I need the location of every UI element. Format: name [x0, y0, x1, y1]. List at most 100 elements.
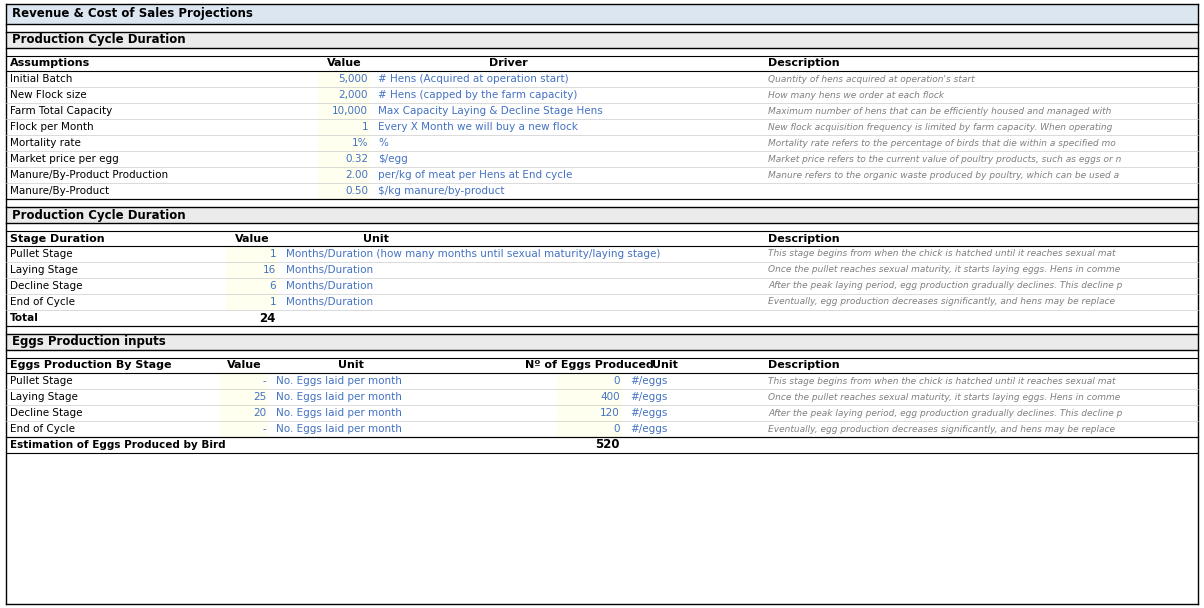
Text: Value: Value [235, 233, 270, 243]
Bar [220, 389, 268, 405]
Text: No. Eggs laid per month: No. Eggs laid per month [276, 376, 402, 386]
Text: Eventually, egg production decreases significantly, and hens may be replace: Eventually, egg production decreases sig… [768, 424, 1115, 434]
Text: Eggs Production By Stage: Eggs Production By Stage [10, 361, 171, 370]
Text: Eggs Production inputs: Eggs Production inputs [12, 336, 166, 348]
Bar [318, 151, 370, 167]
Text: No. Eggs laid per month: No. Eggs laid per month [276, 392, 402, 402]
Text: After the peak laying period, egg production gradually declines. This decline p: After the peak laying period, egg produc… [768, 409, 1122, 418]
Text: #/eggs: #/eggs [630, 376, 667, 386]
Text: 20: 20 [253, 408, 266, 418]
Text: Laying Stage: Laying Stage [10, 392, 78, 402]
Text: Eventually, egg production decreases significantly, and hens may be replace: Eventually, egg production decreases sig… [768, 297, 1115, 306]
Text: Once the pullet reaches sexual maturity, it starts laying eggs. Hens in comme: Once the pullet reaches sexual maturity,… [768, 393, 1120, 401]
Text: 1%: 1% [352, 138, 368, 148]
Text: Months/Duration: Months/Duration [287, 281, 373, 291]
Text: Stage Duration: Stage Duration [10, 233, 105, 243]
Bar [318, 87, 370, 103]
Bar [226, 262, 278, 278]
Text: Months/Duration (how many months until sexual maturity/laying stage): Months/Duration (how many months until s… [287, 249, 660, 259]
Text: 25: 25 [253, 392, 266, 402]
Text: 2.00: 2.00 [346, 170, 368, 180]
Text: -: - [262, 424, 266, 434]
Text: Maximum number of hens that can be efficiently housed and managed with: Maximum number of hens that can be effic… [768, 106, 1111, 116]
Text: This stage begins from when the chick is hatched until it reaches sexual mat: This stage begins from when the chick is… [768, 249, 1115, 258]
Text: 1: 1 [270, 249, 276, 259]
Text: Quantity of hens acquired at operation's start: Quantity of hens acquired at operation's… [768, 75, 974, 83]
Text: 2,000: 2,000 [338, 90, 368, 100]
Text: Decline Stage: Decline Stage [10, 281, 83, 291]
Bar [318, 119, 370, 135]
Text: 1: 1 [270, 297, 276, 307]
Text: # Hens (capped by the farm capacity): # Hens (capped by the farm capacity) [378, 90, 578, 100]
Text: 400: 400 [601, 392, 620, 402]
Text: Mortality rate refers to the percentage of birds that die within a specified mo: Mortality rate refers to the percentage … [768, 139, 1116, 148]
Bar [226, 246, 278, 262]
Text: No. Eggs laid per month: No. Eggs laid per month [276, 408, 402, 418]
Text: Farm Total Capacity: Farm Total Capacity [10, 106, 112, 116]
Text: Description: Description [768, 361, 839, 370]
Bar [318, 103, 370, 119]
Bar [220, 405, 268, 421]
Text: Months/Duration: Months/Duration [287, 265, 373, 275]
Text: Months/Duration: Months/Duration [287, 297, 373, 307]
Text: # Hens (Acquired at operation start): # Hens (Acquired at operation start) [378, 74, 568, 84]
Text: Nº of Eggs Produced: Nº of Eggs Produced [525, 361, 654, 370]
Text: 5,000: 5,000 [338, 74, 368, 84]
Text: Unit: Unit [338, 361, 364, 370]
Text: #/eggs: #/eggs [630, 408, 667, 418]
Text: #/eggs: #/eggs [630, 424, 667, 434]
Text: 0.32: 0.32 [344, 154, 368, 164]
Text: per/kg of meat per Hens at End cycle: per/kg of meat per Hens at End cycle [378, 170, 572, 180]
Text: After the peak laying period, egg production gradually declines. This decline p: After the peak laying period, egg produc… [768, 282, 1122, 291]
Bar [557, 421, 622, 437]
Text: 24: 24 [260, 311, 276, 325]
Text: 520: 520 [596, 438, 620, 452]
Text: Driver: Driver [489, 58, 527, 69]
Text: Pullet Stage: Pullet Stage [10, 376, 72, 386]
Bar [318, 135, 370, 151]
Text: Decline Stage: Decline Stage [10, 408, 83, 418]
Text: New Flock size: New Flock size [10, 90, 87, 100]
Text: Value: Value [226, 361, 261, 370]
Text: -: - [262, 376, 266, 386]
Text: This stage begins from when the chick is hatched until it reaches sexual mat: This stage begins from when the chick is… [768, 376, 1115, 385]
Text: Description: Description [768, 233, 839, 243]
Text: Every X Month we will buy a new flock: Every X Month we will buy a new flock [378, 122, 578, 132]
Text: 0: 0 [614, 376, 620, 386]
Text: Manure/By-Product: Manure/By-Product [10, 186, 110, 196]
Text: End of Cycle: End of Cycle [10, 424, 75, 434]
Text: 10,000: 10,000 [332, 106, 368, 116]
Text: 1: 1 [361, 122, 368, 132]
Bar [557, 405, 622, 421]
Text: 16: 16 [262, 265, 276, 275]
Text: Pullet Stage: Pullet Stage [10, 249, 72, 259]
Text: Laying Stage: Laying Stage [10, 265, 78, 275]
Bar [557, 373, 622, 389]
Text: Market price per egg: Market price per egg [10, 154, 119, 164]
Text: Description: Description [768, 58, 839, 69]
Text: New flock acquisition frequency is limited by farm capacity. When operating: New flock acquisition frequency is limit… [768, 122, 1112, 131]
Text: 0: 0 [614, 424, 620, 434]
Text: Estimation of Eggs Produced by Bird: Estimation of Eggs Produced by Bird [10, 440, 225, 450]
Text: Production Cycle Duration: Production Cycle Duration [12, 209, 185, 221]
Text: No. Eggs laid per month: No. Eggs laid per month [276, 424, 402, 434]
Bar [6, 32, 1198, 48]
Text: How many hens we order at each flock: How many hens we order at each flock [768, 91, 944, 100]
Text: Max Capacity Laying & Decline Stage Hens: Max Capacity Laying & Decline Stage Hens [378, 106, 603, 116]
Text: Assumptions: Assumptions [10, 58, 90, 69]
Text: $/kg manure/by-product: $/kg manure/by-product [378, 186, 504, 196]
Bar [220, 373, 268, 389]
Bar [226, 294, 278, 310]
Text: #/eggs: #/eggs [630, 392, 667, 402]
Text: Manure/By-Product Production: Manure/By-Product Production [10, 170, 169, 180]
Text: Unit: Unit [653, 361, 678, 370]
Bar [220, 421, 268, 437]
Text: Value: Value [326, 58, 361, 69]
Bar [318, 167, 370, 183]
Bar [226, 278, 278, 294]
Bar [318, 71, 370, 87]
Text: End of Cycle: End of Cycle [10, 297, 75, 307]
Text: Unit: Unit [364, 233, 389, 243]
Bar [318, 183, 370, 199]
Text: Once the pullet reaches sexual maturity, it starts laying eggs. Hens in comme: Once the pullet reaches sexual maturity,… [768, 266, 1120, 274]
